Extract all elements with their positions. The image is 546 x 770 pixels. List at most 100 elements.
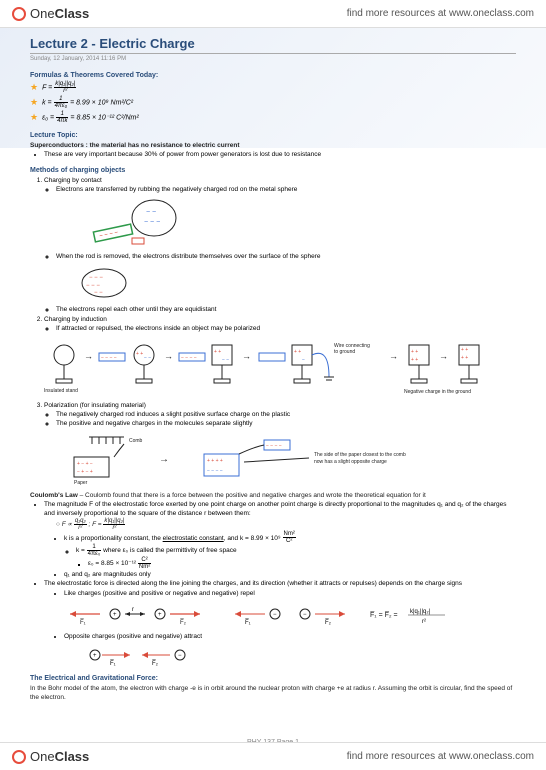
svg-text:F̅₂: F̅₂	[152, 660, 159, 667]
logo: OneClass	[12, 6, 89, 21]
formula-2: ★ k = 14πε₀ = 8.99 × 10⁹ Nm²/C²	[30, 96, 516, 109]
svg-text:− − − −: − − − −	[207, 468, 223, 474]
logo-circle-icon	[12, 750, 26, 764]
svg-text:+ + + +: + + + +	[207, 458, 223, 464]
svg-text:The side of the paper closest: The side of the paper closest to the com…	[314, 452, 406, 458]
m3a: The negatively charged rod induces a sli…	[56, 410, 516, 419]
method-3: Polarization (for insulating material) T…	[44, 401, 516, 487]
svg-text:+ +: + +	[214, 349, 221, 355]
svg-text:− − − −: − − − −	[266, 443, 282, 449]
cb5: q₁ and q₂ are magnitudes only	[64, 570, 516, 579]
svg-text:Paper: Paper	[74, 480, 88, 486]
page-title: Lecture 2 - Electric Charge	[30, 36, 516, 54]
svg-text:+: +	[113, 612, 117, 618]
cb3: k = 14πε₀ where ε₀ is called the permitt…	[76, 544, 516, 570]
svg-text:F̅₂: F̅₂	[325, 619, 332, 626]
svg-text:→: →	[164, 351, 173, 361]
eg-body: In the Bohr model of the atom, the elect…	[30, 684, 516, 702]
m3b: The positive and negative charges in the…	[56, 419, 516, 428]
svg-text:− − −: − − −	[144, 219, 160, 226]
svg-text:− − −: − − −	[86, 283, 100, 289]
top-header: OneClass find more resources at www.onec…	[0, 0, 546, 28]
svg-text:→: →	[439, 351, 448, 361]
svg-text:+ +: + +	[411, 349, 418, 355]
svg-text:→: →	[84, 351, 93, 361]
sketch-induction: Insulated stand → − − − − + + − − → −	[44, 337, 516, 397]
svg-text:+ +: + +	[461, 347, 468, 353]
svg-text:− −: − −	[94, 290, 103, 296]
formulas-heading: Formulas & Theorems Covered Today:	[30, 72, 516, 79]
m1a: Electrons are transferred by rubbing the…	[56, 185, 516, 194]
svg-text:− −: − −	[222, 357, 229, 363]
svg-text:−: −	[303, 612, 307, 618]
cb-formula: ○ F ∝ q₁q₂r² ; F = k|q₁||q₂|r²	[30, 518, 516, 531]
svg-text:k|q₁||q₂|: k|q₁||q₂|	[410, 609, 431, 615]
svg-text:− −: − −	[144, 355, 151, 361]
page-body: Lecture 2 - Electric Charge Sunday, 12 J…	[0, 28, 546, 730]
svg-text:→: →	[159, 454, 169, 465]
super-bullet: These are very important because 30% of …	[44, 150, 516, 159]
svg-text:−: −	[273, 612, 277, 618]
coulomb-intro: Coulomb's Law – Coulomb found that there…	[30, 491, 516, 500]
svg-text:− + − +: − + − +	[77, 469, 93, 475]
sketch-contact-2: − − − − − − − −	[64, 265, 516, 301]
footer-link[interactable]: find more resources at www.oneclass.com	[347, 751, 534, 762]
bottom-footer: OneClass find more resources at www.onec…	[0, 742, 546, 770]
svg-text:+: +	[158, 612, 162, 618]
svg-text:F̅₁ = F̅₂ =: F̅₁ = F̅₂ =	[369, 611, 397, 619]
m2a: If attracted or repulsed, the electrons …	[56, 324, 516, 333]
sketch-contact-1: − − − − − − − − −	[64, 198, 516, 248]
svg-text:→: →	[389, 351, 398, 361]
svg-text:Insulated stand: Insulated stand	[44, 388, 78, 394]
star-icon: ★	[30, 97, 38, 108]
formula-1: ★ F = k|q₁||q₂|r²	[30, 81, 516, 94]
svg-text:− − − −: − − − −	[181, 355, 197, 361]
m1b: When the rod is removed, the electrons d…	[56, 252, 516, 261]
m1c: The electrons repel each other until the…	[56, 305, 516, 314]
svg-text:+ +: + +	[294, 349, 301, 355]
superconductors-text: Superconductors : the material has no re…	[30, 141, 516, 150]
svg-text:− − −: − − −	[89, 275, 103, 281]
sketch-polarization: + − + − − + − + Comb Paper → + + + + − −…	[44, 432, 516, 487]
svg-text:−: −	[178, 653, 182, 659]
svg-text:+ +: + +	[411, 357, 418, 363]
svg-text:F̅₁: F̅₁	[80, 619, 86, 626]
cb6b: Opposite charges (positive and negative)…	[64, 632, 516, 641]
svg-text:→: →	[242, 351, 251, 361]
method-1: Charging by contact Electrons are transf…	[44, 176, 516, 314]
cb6: The electrostatic force is directed alon…	[44, 579, 516, 588]
svg-text:+: +	[93, 653, 97, 659]
sketch-repel: F̅₁ + r + F̅₂ F̅₁ − − F̅₂ F̅₁ = F̅₂ = k|…	[60, 602, 516, 628]
svg-text:−: −	[302, 357, 305, 363]
eg-heading: The Electrical and Gravitational Force:	[30, 675, 516, 682]
logo-text-footer: OneClass	[30, 749, 89, 764]
svg-text:Comb: Comb	[129, 438, 143, 444]
page-subtitle: Sunday, 12 January, 2014 11:16 PM	[30, 56, 516, 62]
svg-text:− − − −: − − − −	[101, 355, 117, 361]
cb1: The magnitude F of the electrostatic for…	[44, 500, 516, 518]
cb6a: Like charges (positive and positive or n…	[64, 589, 516, 598]
formula-3: ★ ε₀ = 14πk = 8.85 × 10⁻¹² C²/Nm²	[30, 111, 516, 124]
star-icon: ★	[30, 112, 38, 123]
header-link[interactable]: find more resources at www.oneclass.com	[347, 8, 534, 19]
logo-text: OneClass	[30, 6, 89, 21]
svg-text:+ − + −: + − + −	[77, 461, 93, 467]
svg-text:+ +: + +	[461, 355, 468, 361]
lecture-topic-heading: Lecture Topic:	[30, 132, 516, 139]
svg-text:F̅₂: F̅₂	[180, 619, 187, 626]
svg-text:+ +: + +	[136, 351, 143, 357]
method-2: Charging by induction If attracted or re…	[44, 315, 516, 397]
svg-text:r²: r²	[422, 619, 426, 625]
svg-text:− −: − −	[146, 209, 156, 216]
logo-footer: OneClass	[12, 749, 89, 764]
svg-text:r: r	[132, 607, 134, 613]
methods-heading: Methods of charging objects	[30, 167, 516, 174]
svg-text:F̅₁: F̅₁	[110, 660, 116, 667]
sketch-attract: + F̅₁ F̅₂ −	[60, 645, 516, 667]
star-icon: ★	[30, 82, 38, 93]
svg-text:to ground: to ground	[334, 349, 355, 355]
cb4: ε₀ = 8.85 × 10⁻¹² C²Nm²	[88, 557, 516, 570]
cb2: k is a proportionality constant, the ele…	[64, 531, 516, 570]
logo-circle-icon	[12, 7, 26, 21]
svg-text:now has a slight opposite char: now has a slight opposite charge	[314, 459, 387, 465]
